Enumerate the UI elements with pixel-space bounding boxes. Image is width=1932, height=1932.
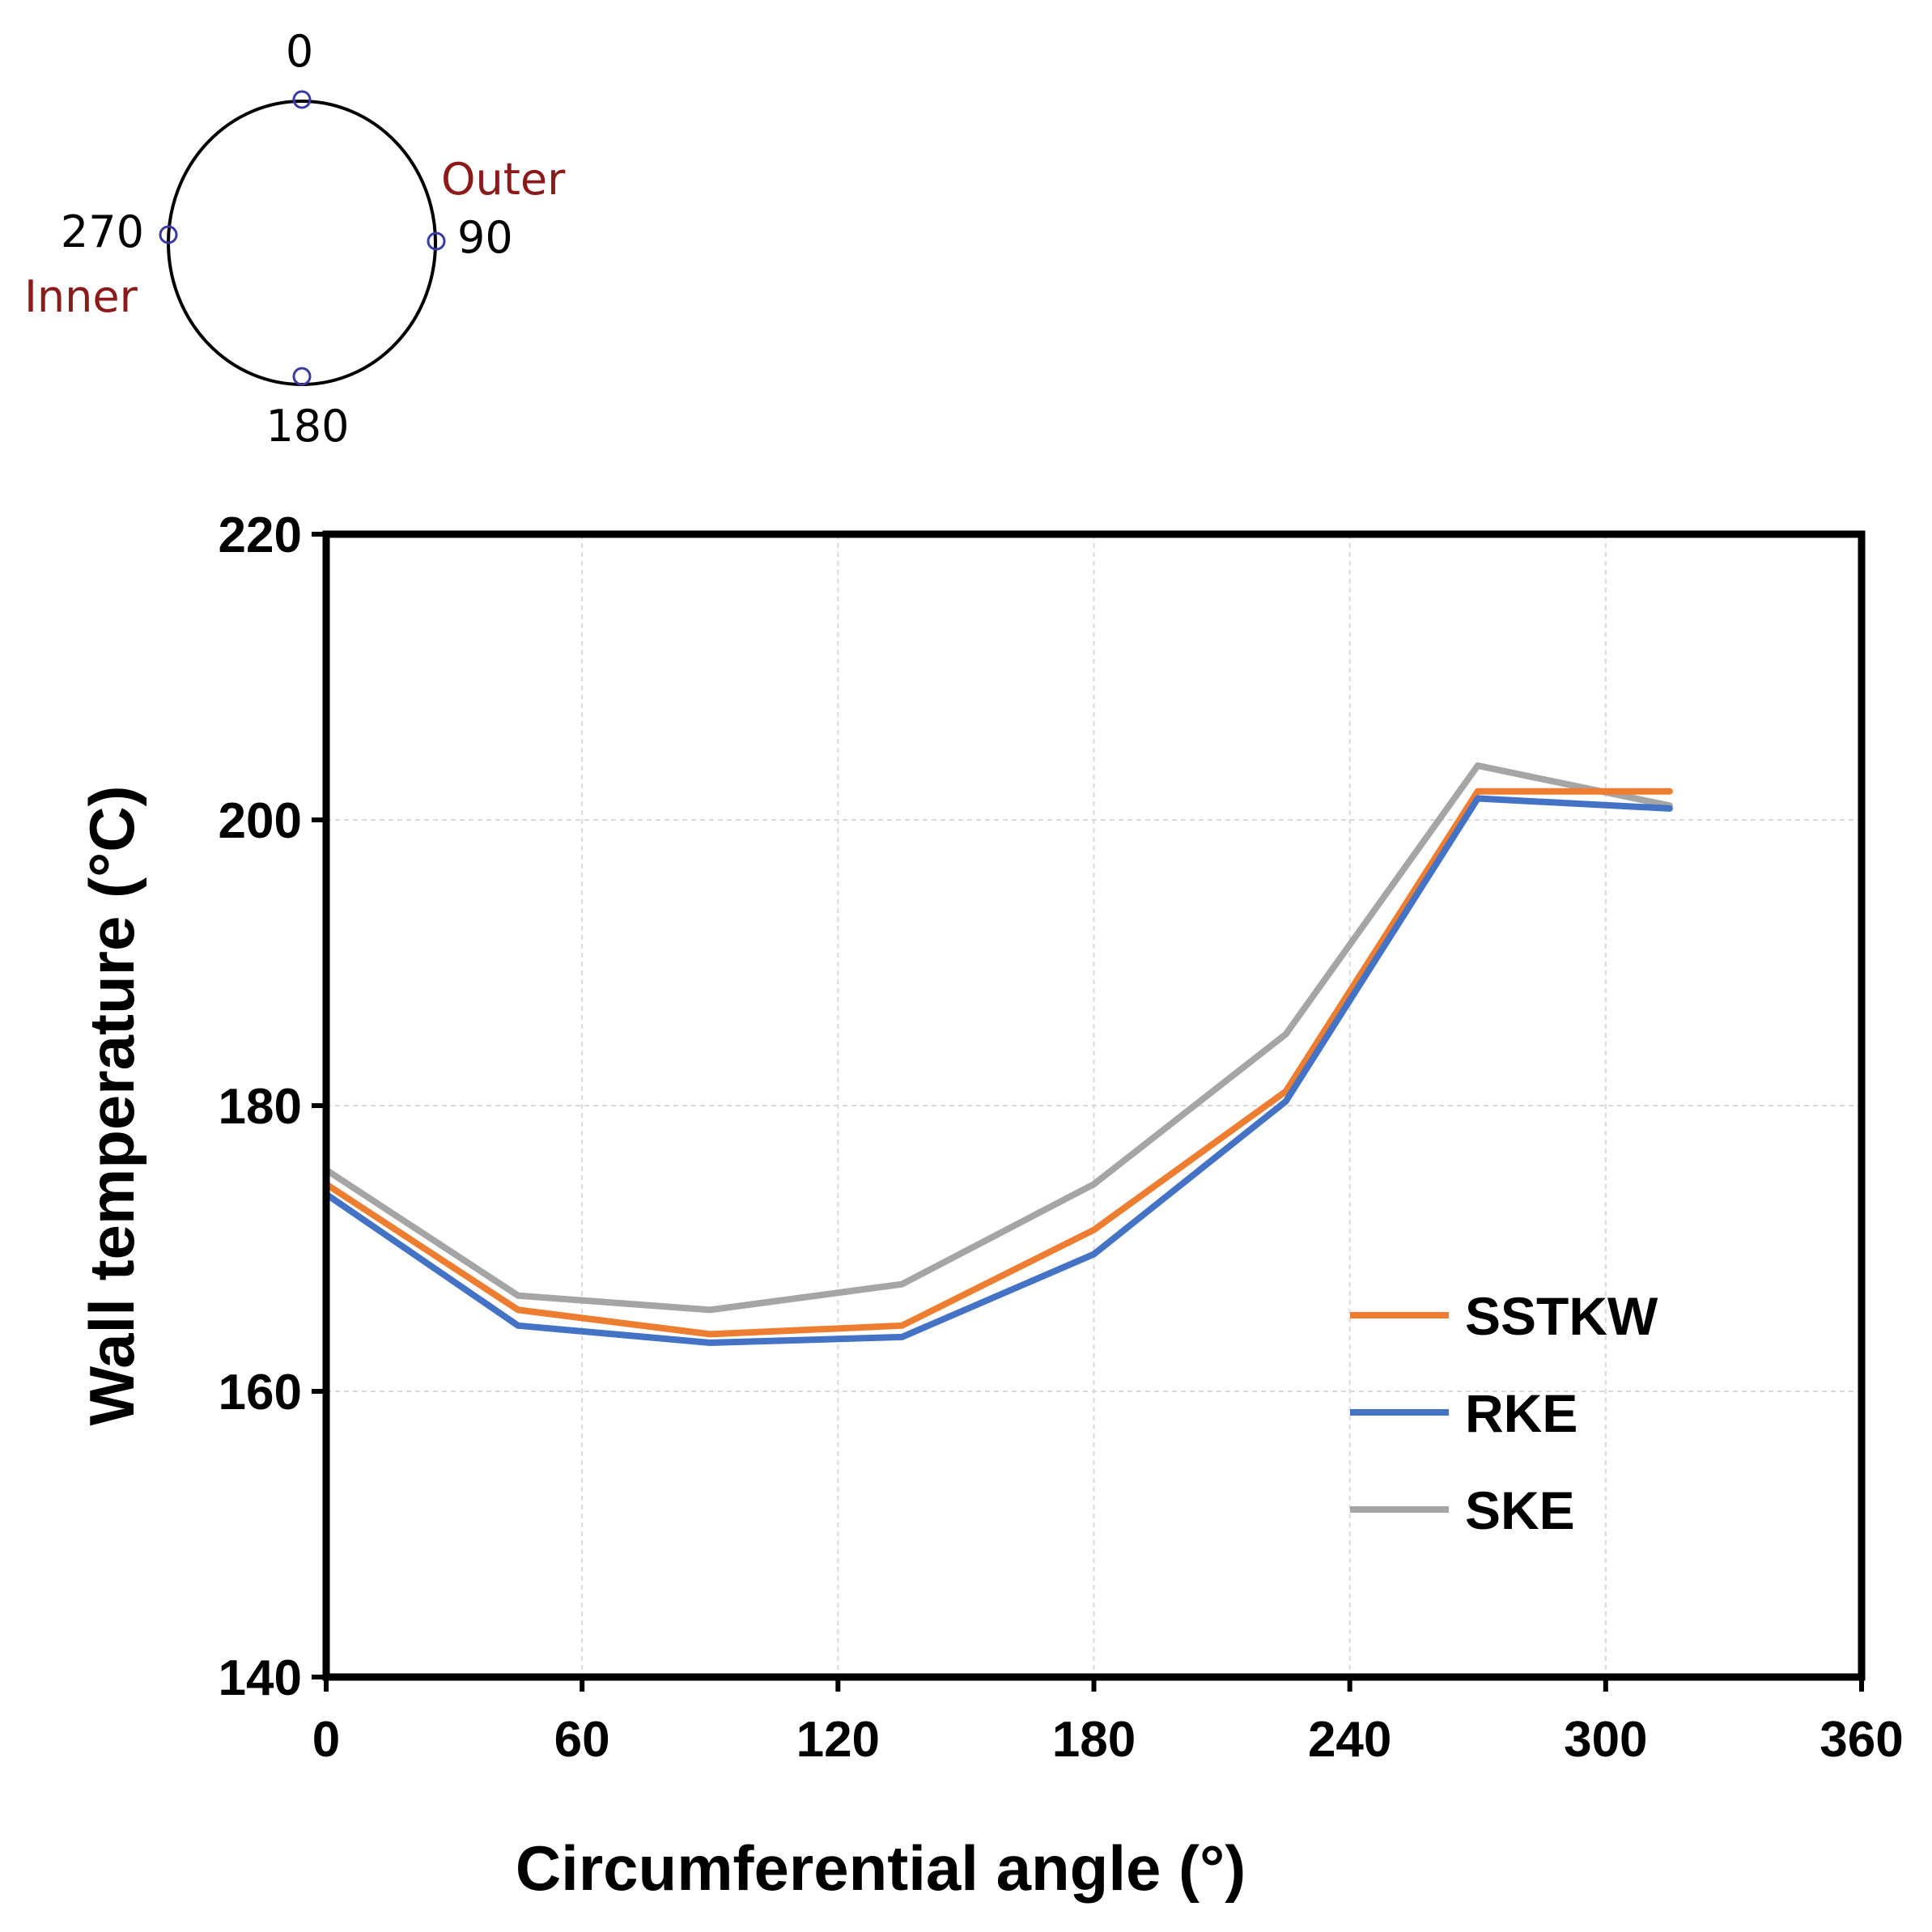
legend: SSTKW RKE SKE <box>1350 1286 1658 1540</box>
y-axis-title: Wall temperature (°C) <box>76 785 147 1425</box>
diagram-label-180: 180 <box>265 401 349 452</box>
marker-90 <box>427 231 446 251</box>
marker-270 <box>159 225 178 244</box>
pipe-circle <box>167 100 437 386</box>
x-tick-label: 0 <box>312 1712 340 1768</box>
diagram-label-0: 0 <box>286 26 313 77</box>
y-tick-label: 200 <box>219 793 302 849</box>
x-tick-label: 360 <box>1819 1712 1903 1768</box>
y-tick-label: 180 <box>219 1079 302 1135</box>
marker-180 <box>292 367 312 386</box>
x-axis-title: Circumferential angle (°) <box>516 1832 1246 1904</box>
y-tick-label: 140 <box>219 1650 302 1706</box>
marker-0 <box>292 90 312 109</box>
series-lines <box>323 762 1673 1346</box>
diagram-label-270: 270 <box>61 206 144 257</box>
series-line-sstkw <box>323 788 1673 1338</box>
series-line-rke <box>323 795 1673 1346</box>
x-tick-label: 60 <box>554 1712 610 1768</box>
x-tick-label: 240 <box>1308 1712 1391 1768</box>
legend-label-rke: RKE <box>1465 1383 1577 1443</box>
x-axis: 0 60 120 180 240 300 360 <box>312 1677 1904 1768</box>
diagram-label-inner: Inner <box>24 271 138 322</box>
x-tick-label: 120 <box>796 1712 880 1768</box>
orientation-diagram: 0 90 180 270 Outer Inner <box>24 26 566 452</box>
legend-label-ske: SKE <box>1465 1480 1575 1540</box>
x-tick-label: 300 <box>1564 1712 1647 1768</box>
x-tick-label: 180 <box>1052 1712 1136 1768</box>
y-axis: 140 160 180 200 220 <box>219 507 326 1706</box>
grid-lines <box>326 534 1862 1677</box>
legend-label-sstkw: SSTKW <box>1465 1286 1658 1346</box>
y-tick-label: 160 <box>219 1365 302 1420</box>
series-line-ske <box>323 762 1673 1314</box>
diagram-label-outer: Outer <box>441 154 566 205</box>
diagram-label-90: 90 <box>457 212 513 263</box>
y-tick-label: 220 <box>219 507 302 563</box>
